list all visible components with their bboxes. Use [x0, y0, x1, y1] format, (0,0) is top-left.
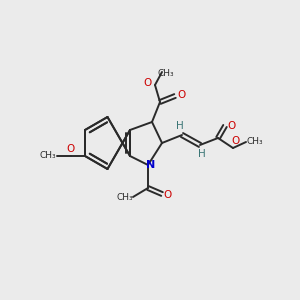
- Text: O: O: [227, 121, 235, 131]
- Text: O: O: [144, 78, 152, 88]
- Text: H: H: [176, 121, 184, 131]
- Text: O: O: [164, 190, 172, 200]
- Text: O: O: [67, 144, 75, 154]
- Text: O: O: [232, 136, 240, 146]
- Text: CH₃: CH₃: [40, 152, 56, 160]
- Text: H: H: [198, 149, 206, 159]
- Text: CH₃: CH₃: [247, 137, 263, 146]
- Text: O: O: [177, 90, 185, 100]
- Text: N: N: [146, 160, 156, 170]
- Text: CH₃: CH₃: [117, 193, 133, 202]
- Text: CH₃: CH₃: [158, 70, 174, 79]
